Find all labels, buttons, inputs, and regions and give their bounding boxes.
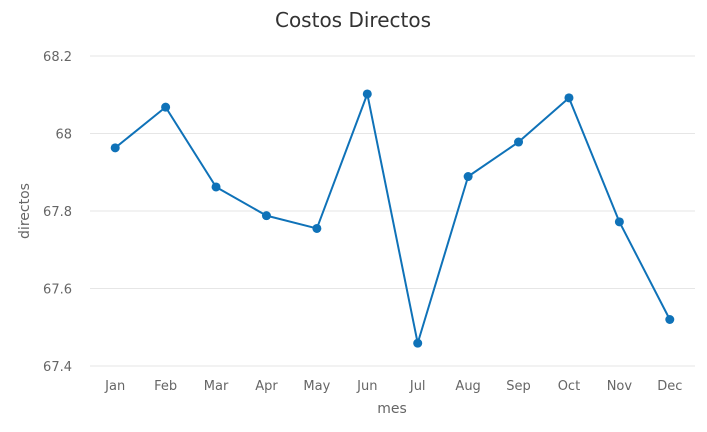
x-tick-label: Jul	[409, 379, 426, 394]
data-point[interactable]	[564, 93, 574, 103]
x-tick-label: Jan	[104, 379, 125, 394]
series-layer	[110, 89, 675, 348]
x-axis-title: mes	[377, 401, 407, 417]
x-tick-label: Jun	[356, 379, 377, 394]
y-axis-ticks: 67.4 67.6 67.8 68 68.2	[43, 50, 72, 375]
data-point[interactable]	[362, 89, 372, 99]
x-tick-label: Aug	[455, 379, 480, 394]
x-tick-label: Nov	[607, 379, 633, 394]
x-tick-label: Sep	[506, 379, 531, 394]
y-axis-title: directos	[17, 183, 33, 239]
data-point[interactable]	[261, 211, 271, 221]
x-tick-label: Oct	[558, 379, 580, 394]
data-point[interactable]	[161, 102, 171, 112]
series-line	[114, 92, 671, 345]
x-tick-label: Dec	[657, 379, 682, 394]
y-tick-label: 67.4	[43, 360, 72, 375]
data-point[interactable]	[614, 217, 624, 227]
y-tick-label: 67.6	[43, 283, 72, 298]
data-point[interactable]	[312, 223, 322, 233]
y-tick-label: 67.8	[43, 205, 72, 220]
y-tick-label: 68.2	[43, 50, 72, 65]
data-point[interactable]	[514, 137, 524, 147]
data-point[interactable]	[110, 143, 120, 153]
y-tick-label: 68	[55, 128, 72, 143]
x-tick-label: Apr	[255, 379, 278, 394]
data-point[interactable]	[665, 315, 675, 324]
data-point[interactable]	[211, 182, 221, 192]
x-axis-ticks: Jan Feb Mar Apr May Jun Jul Aug Sep Oct Nov Dec	[104, 379, 682, 394]
data-point[interactable]	[463, 172, 473, 182]
grid-lines	[90, 55, 695, 367]
x-tick-label: Mar	[204, 379, 229, 394]
data-point[interactable]	[413, 338, 423, 348]
x-tick-label: Feb	[154, 379, 177, 394]
x-tick-label: May	[303, 379, 330, 394]
chart-title: Costos Directos	[275, 8, 431, 32]
